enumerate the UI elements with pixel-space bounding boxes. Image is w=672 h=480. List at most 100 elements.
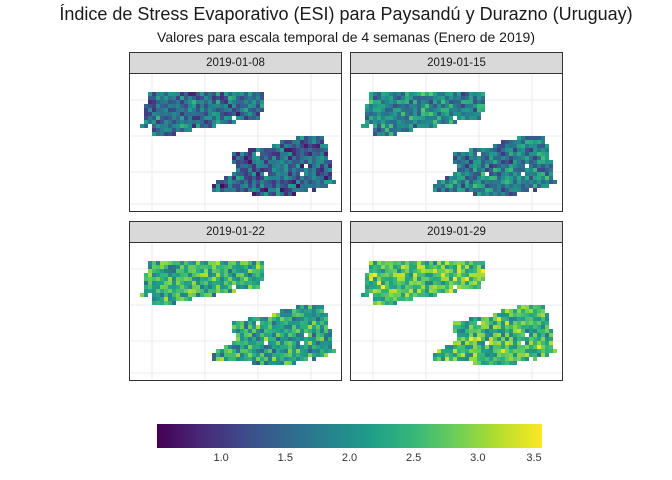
raster-cell <box>324 353 328 357</box>
raster-cell <box>280 349 284 353</box>
raster-cell <box>320 172 324 176</box>
raster-cell <box>509 156 513 160</box>
raster-cell <box>457 325 461 329</box>
raster-cell <box>200 277 204 281</box>
raster-cell <box>232 96 236 100</box>
raster-cell <box>433 112 437 116</box>
raster-cell <box>280 329 284 333</box>
raster-cell <box>465 273 469 277</box>
raster-cell <box>256 265 260 269</box>
raster-cell <box>160 120 164 124</box>
raster-cell <box>280 313 284 317</box>
raster-cell <box>244 116 248 120</box>
raster-cell <box>465 341 469 345</box>
raster-cell <box>409 104 413 108</box>
raster-cell <box>196 116 200 120</box>
raster-cell <box>248 281 252 285</box>
raster-cell <box>541 333 545 337</box>
raster-cell <box>513 180 517 184</box>
raster-cell <box>268 156 272 160</box>
raster-cell <box>248 277 252 281</box>
raster-cell <box>296 144 300 148</box>
raster-cell <box>156 112 160 116</box>
raster-cell <box>152 104 156 108</box>
raster-cell <box>397 108 401 112</box>
raster-cell <box>477 329 481 333</box>
facet-strip-label: 2019-01-15 <box>350 52 563 74</box>
raster-cell <box>501 357 505 361</box>
raster-cell <box>545 325 549 329</box>
raster-cell <box>525 176 529 180</box>
raster-cell <box>405 104 409 108</box>
raster-cell <box>268 353 272 357</box>
raster-cell <box>513 164 517 168</box>
raster-cell <box>453 273 457 277</box>
raster-cell <box>188 297 192 301</box>
raster-cell <box>541 148 545 152</box>
raster-cell <box>164 100 168 104</box>
raster-cell <box>276 188 280 192</box>
raster-cell <box>292 357 296 361</box>
raster-cell <box>148 120 152 124</box>
raster-cell <box>232 172 236 176</box>
raster-cell <box>441 108 445 112</box>
raster-cell <box>417 285 421 289</box>
raster-cell <box>497 164 501 168</box>
raster-cell <box>437 180 441 184</box>
raster-cell <box>409 285 413 289</box>
raster-cell <box>457 168 461 172</box>
raster-cell <box>236 104 240 108</box>
raster-cell <box>501 172 505 176</box>
raster-cell <box>264 345 268 349</box>
raster-cell <box>425 265 429 269</box>
raster-cell <box>493 349 497 353</box>
raster-cell <box>192 96 196 100</box>
raster-cell <box>409 100 413 104</box>
raster-cell <box>425 104 429 108</box>
raster-cell <box>545 164 549 168</box>
raster-cell <box>377 285 381 289</box>
raster-cell <box>513 156 517 160</box>
raster-cell <box>176 269 180 273</box>
raster-cell <box>529 349 533 353</box>
raster-cell <box>252 345 256 349</box>
raster-cell <box>489 192 493 196</box>
raster-cell <box>529 325 533 329</box>
raster-cell <box>204 108 208 112</box>
raster-panel <box>350 74 563 212</box>
raster-cell <box>429 104 433 108</box>
raster-cell <box>264 353 268 357</box>
raster-cell <box>292 341 296 345</box>
raster-cell <box>324 341 328 345</box>
raster-cell <box>232 345 236 349</box>
raster-cell <box>417 108 421 112</box>
raster-cell <box>248 285 252 289</box>
raster-cell <box>525 184 529 188</box>
raster-cell <box>252 353 256 357</box>
raster-cell <box>425 289 429 293</box>
raster-cell <box>385 301 389 305</box>
raster-cell <box>176 273 180 277</box>
raster-cell <box>469 148 473 152</box>
raster-cell <box>413 261 417 265</box>
raster-cell <box>381 120 385 124</box>
raster-cell <box>409 293 413 297</box>
raster-cell <box>453 329 457 333</box>
raster-cell <box>545 148 549 152</box>
raster-cell <box>465 285 469 289</box>
raster-cell <box>284 361 288 365</box>
raster-cell <box>296 345 300 349</box>
raster-cell <box>320 329 324 333</box>
raster-cell <box>236 164 240 168</box>
raster-cell <box>505 357 509 361</box>
raster-cell <box>369 277 373 281</box>
raster-cell <box>312 345 316 349</box>
raster-cell <box>457 357 461 361</box>
raster-cell <box>308 136 312 140</box>
raster-cell <box>449 188 453 192</box>
raster-cell <box>449 273 453 277</box>
raster-cell <box>152 273 156 277</box>
raster-cell <box>541 349 545 353</box>
raster-cell <box>469 160 473 164</box>
raster-cell <box>168 124 172 128</box>
